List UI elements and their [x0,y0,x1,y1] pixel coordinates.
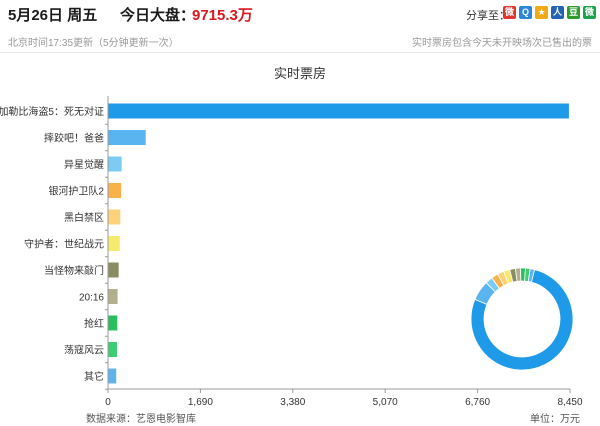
bar-9 [108,342,118,357]
category-label: 其它 [84,370,104,383]
category-label: 荡寇风云 [64,344,104,357]
category-label: 当怪物来敲门 [44,264,104,277]
bar-10 [108,368,117,384]
boxoffice-label: 今日大盘： [120,7,196,24]
bar-6 [108,262,119,278]
x-tick-label: 5,070 [373,397,398,408]
bar-5 [108,236,120,251]
bar-1 [108,130,146,145]
x-tick-label: 6,760 [465,397,490,408]
divider [0,52,600,53]
chart-title: 实时票房 [274,66,326,81]
data-source-text: 数据来源：艺恩电影智库 [86,414,196,425]
category-label: 摔跤吧！爸爸 [44,132,104,145]
unit-text: 单位：万元 [530,414,580,425]
wechat-icon[interactable]: 微 [583,6,596,19]
bar-0 [108,103,569,119]
bar-4 [108,209,121,225]
bar-2 [108,156,122,172]
category-label: 20:16 [79,293,104,304]
category-label: 黑白禁区 [64,211,104,224]
category-label: 抢红 [84,317,104,330]
star-icon[interactable]: ★ [535,6,548,19]
x-tick-label: 1,690 [188,397,213,408]
realtime-note-text: 实时票房包含今天未开映场次已售出的票 [412,38,592,49]
category-label: 加勒比海盗5：死无对证 [0,105,104,118]
update-time-text: 北京时间17:35更新（5分钟更新一次） [8,38,179,49]
donut-slice-10 [527,268,536,283]
donut-slice-0 [470,269,574,371]
bar-8 [108,315,118,331]
date-text: 5月26日 周五 [8,7,98,24]
x-tick-label: 0 [105,397,111,408]
renren-icon[interactable]: 人 [551,6,564,19]
category-label: 银河护卫队2 [48,185,104,198]
weibo-icon[interactable]: 微 [503,6,516,19]
x-tick-label: 8,450 [557,397,582,408]
header: 5月26日 周五 今日大盘： 9715.3万 分享至： 微 Q ★ 人豆微 北京时间1… [0,0,600,56]
x-tick-label: 3,380 [280,397,305,408]
category-label: 异星觉醒 [64,159,104,171]
bar-7 [108,289,118,304]
share-label: 分享至： [466,10,510,22]
category-label: 守护者：世纪战元 [24,238,104,251]
boxoffice-value: 9715.3万 [192,7,253,24]
qzone-icon[interactable]: Q [519,6,532,19]
douban-icon[interactable]: 豆 [567,6,580,19]
bar-3 [108,183,122,198]
